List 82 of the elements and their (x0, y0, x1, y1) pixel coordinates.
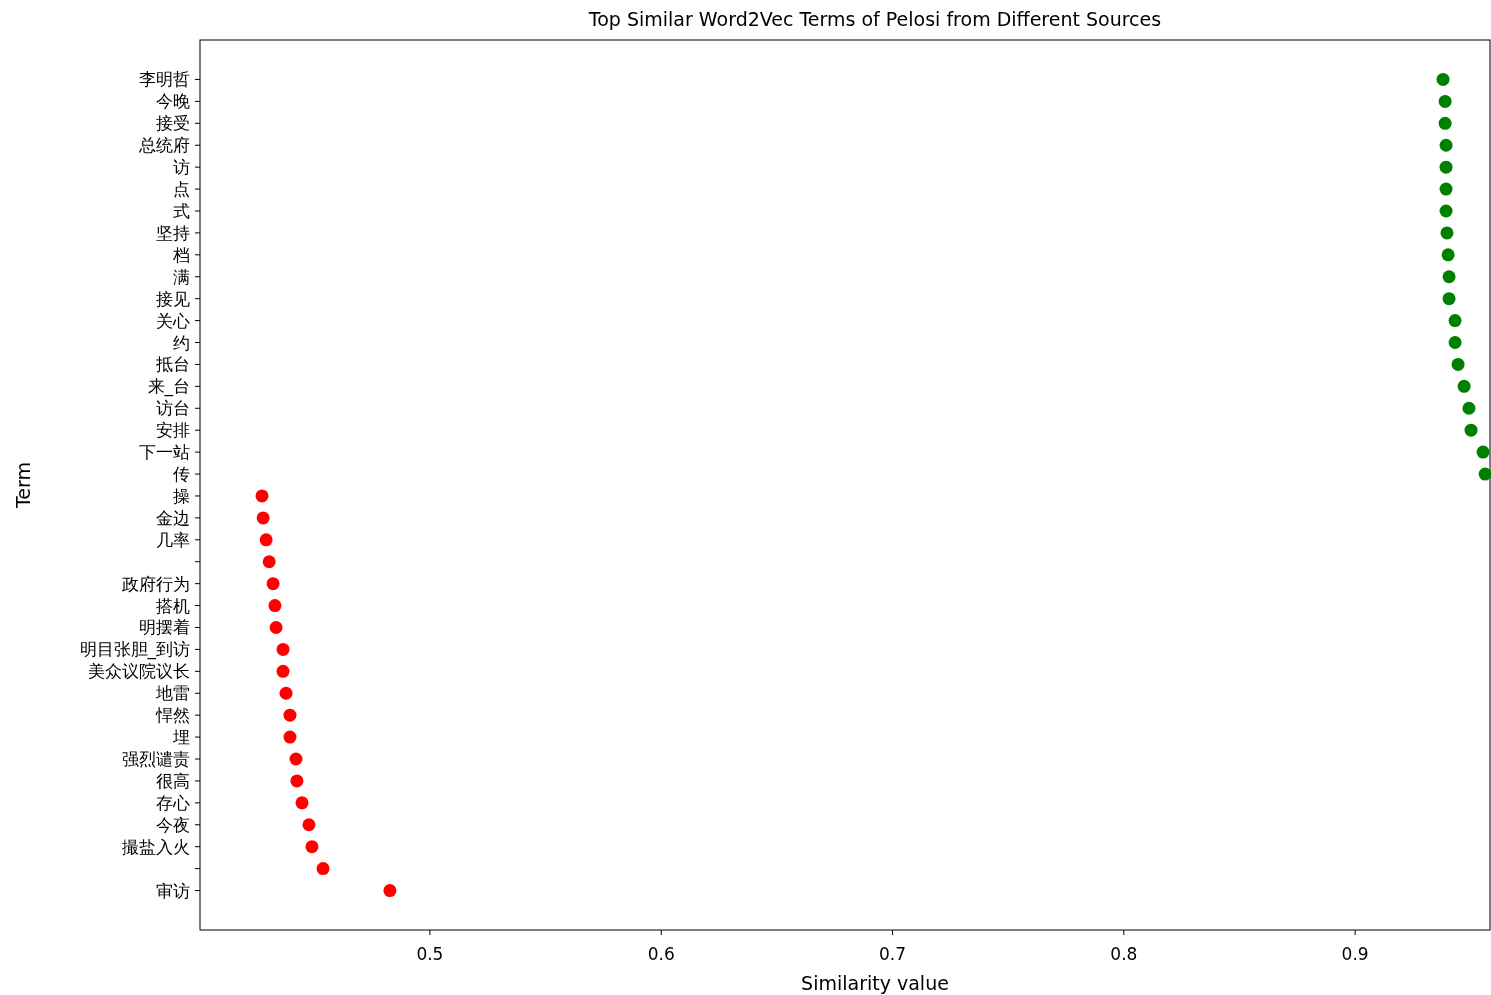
y-tick-label: 金边 (156, 507, 190, 528)
x-tick-label: 0.8 (1110, 944, 1138, 964)
y-tick-label: 搭机 (156, 595, 190, 616)
point (1478, 467, 1491, 481)
y-tick-label: 撮盐入火 (122, 836, 190, 857)
y-tick-label: 操 (173, 485, 190, 506)
point (1438, 94, 1452, 108)
point (1438, 116, 1452, 130)
point (1462, 401, 1476, 415)
x-tick-label: 0.5 (416, 944, 444, 964)
y-axis-title: Term (12, 461, 34, 510)
y-tick-label: 今晚 (156, 91, 190, 112)
point (268, 599, 282, 613)
point (256, 511, 270, 525)
point (262, 555, 276, 569)
point (290, 774, 304, 788)
y-tick-label: 很高 (156, 770, 190, 791)
point (1442, 270, 1456, 284)
point (1442, 292, 1456, 306)
point (1441, 248, 1455, 262)
y-tick-label: 审访 (156, 880, 190, 901)
point (316, 862, 330, 876)
point (302, 818, 316, 832)
y-tick-label: 几率 (156, 529, 190, 550)
y-tick-label: 地雷 (155, 683, 190, 704)
y-tick-label: 访台 (156, 398, 190, 419)
point (1439, 182, 1453, 196)
y-tick-label: 满 (173, 266, 190, 287)
y-tick-label: 接受 (156, 113, 190, 134)
y-tick-label: 悍然 (155, 705, 190, 726)
point (1448, 336, 1462, 350)
point (276, 664, 290, 678)
y-tick-label: 美众议院议长 (88, 661, 190, 682)
point (295, 796, 309, 810)
y-tick-label: 李明哲 (139, 69, 190, 90)
chart-title: Top Similar Word2Vec Terms of Pelosi from Different Sources (587, 8, 1162, 30)
point (1457, 379, 1471, 393)
y-tick-label: 明目张胆_到访 (79, 639, 190, 661)
x-tick-label: 0.7 (879, 944, 907, 964)
y-tick-label: 接见 (156, 288, 190, 309)
y-tick-label: 约 (173, 332, 190, 353)
point (1476, 445, 1490, 459)
point (259, 533, 273, 547)
point (305, 840, 319, 854)
point (266, 577, 280, 591)
point (383, 884, 397, 898)
y-tick-label: 明摆着 (139, 617, 190, 638)
y-tick-label: 埋 (172, 727, 190, 748)
point (1451, 357, 1465, 371)
point (1439, 138, 1453, 152)
point (1439, 160, 1453, 174)
y-tick-label: 政府行为 (122, 573, 190, 594)
y-tick-label: 点 (173, 179, 190, 200)
point (279, 686, 293, 700)
y-tick-label: 抵台 (155, 354, 190, 375)
point (1439, 204, 1453, 218)
y-tick-label: 式 (173, 200, 190, 221)
y-tick-label: 今夜 (156, 814, 190, 835)
y-tick-label: 坚持 (156, 222, 190, 243)
point (283, 730, 297, 744)
point (289, 752, 303, 766)
y-tick-label: 安排 (156, 420, 190, 441)
point (1448, 314, 1462, 328)
point (1436, 72, 1450, 86)
point (1464, 423, 1478, 437)
y-tick-label: 来_台 (147, 376, 190, 398)
x-tick-label: 0.9 (1341, 944, 1369, 964)
y-tick-label: 档 (172, 244, 190, 265)
y-tick-label: 强烈谴责 (122, 749, 190, 770)
point (255, 489, 269, 503)
point (269, 620, 283, 634)
point (283, 708, 297, 722)
y-tick-label: 总统府 (138, 135, 190, 156)
y-tick-label: 传 (173, 464, 190, 485)
point (1440, 226, 1454, 240)
y-tick-label: 下一站 (139, 442, 190, 463)
y-tick-label: 访 (173, 157, 190, 178)
y-tick-label: 关心 (156, 310, 190, 331)
x-tick-label: 0.6 (647, 944, 675, 964)
y-tick-label: 存心 (156, 792, 190, 813)
x-axis-title: Similarity value (801, 972, 949, 994)
point (276, 642, 290, 656)
